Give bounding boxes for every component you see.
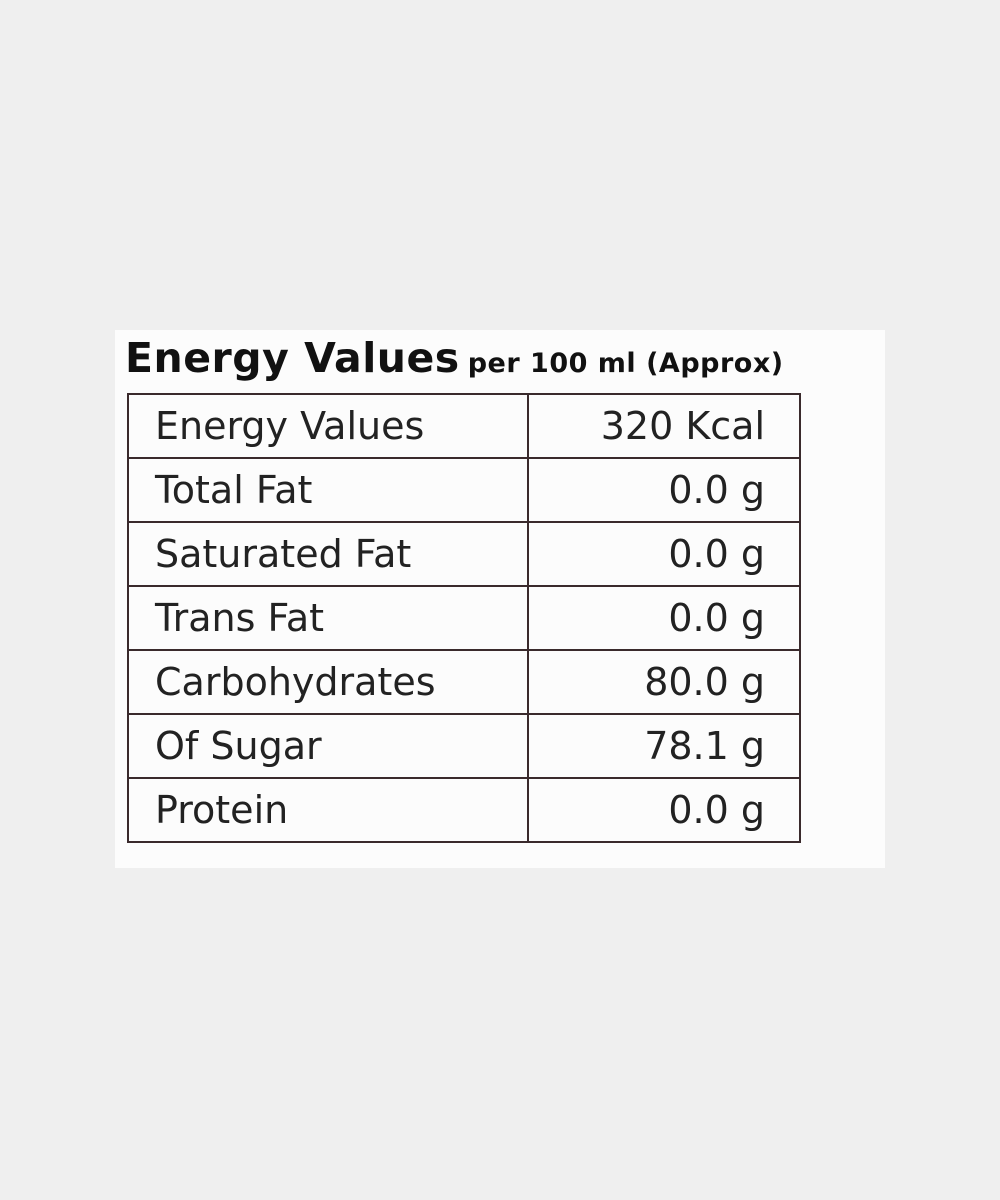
label-heading: Energy Values per 100 ml (Approx) [125,334,784,382]
nutrient-name: Of Sugar [127,713,529,779]
table-row: Total Fat 0.0 g [127,457,801,523]
nutrient-name: Saturated Fat [127,521,529,587]
table-row: Carbohydrates 80.0 g [127,649,801,715]
table-row: Saturated Fat 0.0 g [127,521,801,587]
nutrient-value: 0.0 g [527,521,801,587]
nutrient-value: 78.1 g [527,713,801,779]
nutrient-name: Carbohydrates [127,649,529,715]
table-row: Of Sugar 78.1 g [127,713,801,779]
nutrient-name: Protein [127,777,529,843]
label-subtitle: per 100 ml (Approx) [467,348,784,379]
nutrient-name: Energy Values [127,393,529,459]
nutrient-value: 80.0 g [527,649,801,715]
nutrient-name: Trans Fat [127,585,529,651]
nutrient-value: 0.0 g [527,777,801,843]
table-row: Protein 0.0 g [127,777,801,843]
nutrient-name: Total Fat [127,457,529,523]
table-row: Trans Fat 0.0 g [127,585,801,651]
nutrition-label: Energy Values per 100 ml (Approx) Energy … [115,330,885,868]
label-title: Energy Values [125,334,460,382]
nutrient-value: 0.0 g [527,457,801,523]
nutrition-table: Energy Values 320 Kcal Total Fat 0.0 g Satur… [127,393,801,843]
table-row: Energy Values 320 Kcal [127,393,801,459]
nutrient-value: 320 Kcal [527,393,801,459]
nutrient-value: 0.0 g [527,585,801,651]
